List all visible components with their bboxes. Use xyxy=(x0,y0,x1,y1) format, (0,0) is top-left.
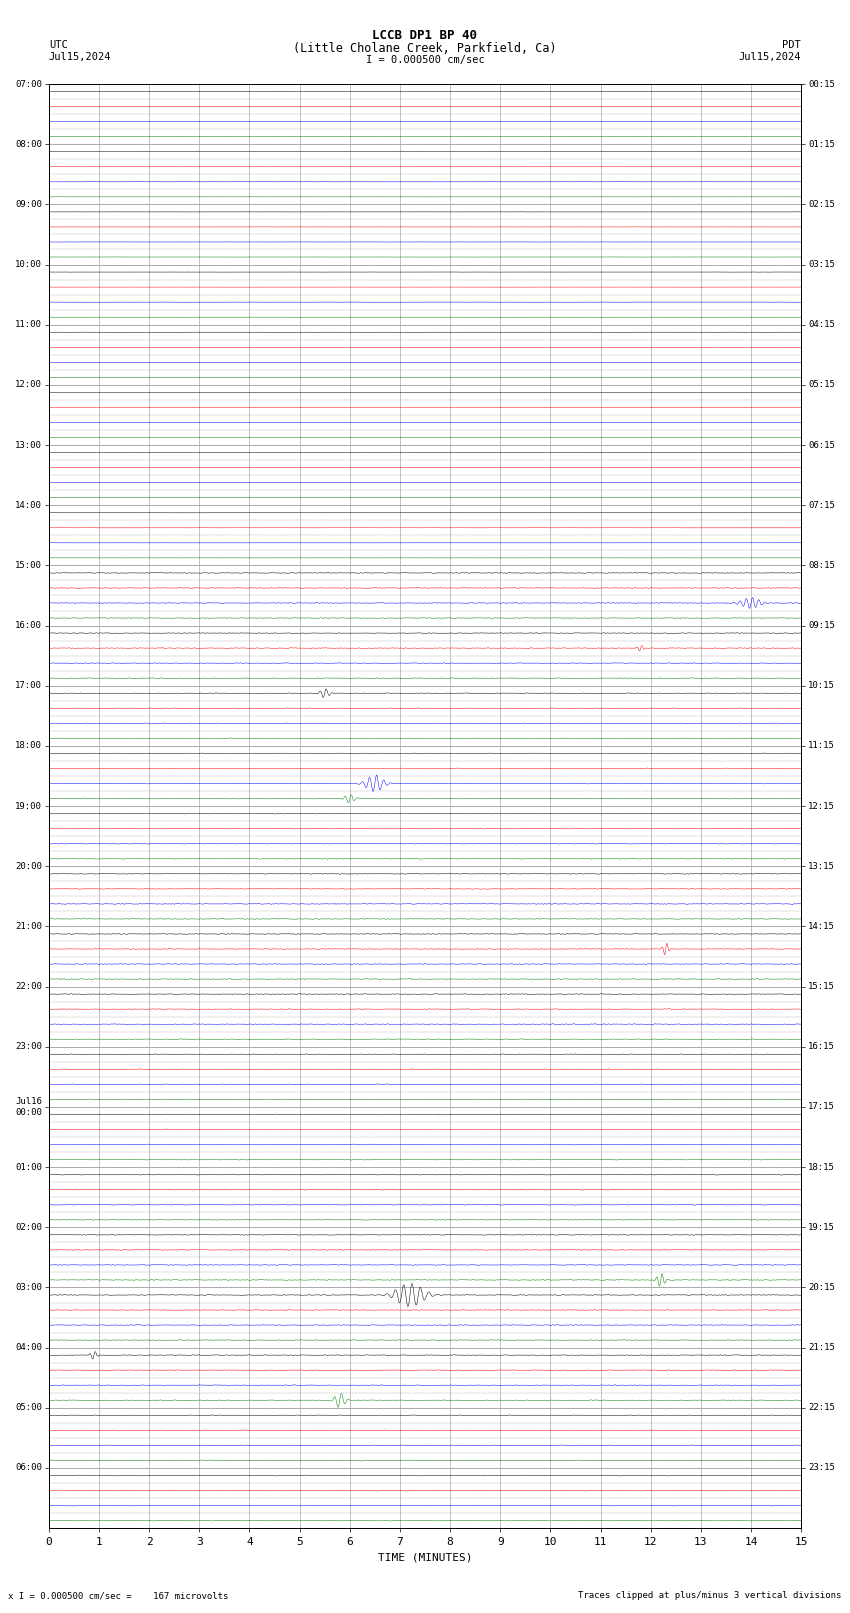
X-axis label: TIME (MINUTES): TIME (MINUTES) xyxy=(377,1553,473,1563)
Text: x I = 0.000500 cm/sec =    167 microvolts: x I = 0.000500 cm/sec = 167 microvolts xyxy=(8,1590,229,1600)
Text: Jul15,2024: Jul15,2024 xyxy=(739,52,802,61)
Text: PDT: PDT xyxy=(783,40,802,50)
Text: Traces clipped at plus/minus 3 vertical divisions: Traces clipped at plus/minus 3 vertical … xyxy=(578,1590,842,1600)
Text: Jul15,2024: Jul15,2024 xyxy=(48,52,111,61)
Text: LCCB DP1 BP 40: LCCB DP1 BP 40 xyxy=(372,29,478,42)
Text: UTC: UTC xyxy=(48,40,67,50)
Text: I = 0.000500 cm/sec: I = 0.000500 cm/sec xyxy=(366,55,484,65)
Text: (Little Cholane Creek, Parkfield, Ca): (Little Cholane Creek, Parkfield, Ca) xyxy=(293,42,557,55)
